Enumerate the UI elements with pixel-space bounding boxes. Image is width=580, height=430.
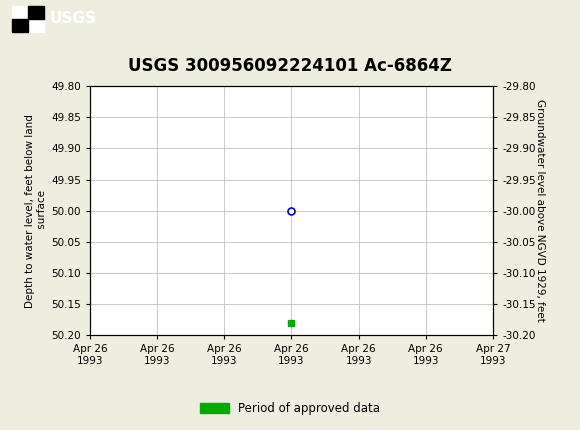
Y-axis label: Depth to water level, feet below land
 surface: Depth to water level, feet below land su… xyxy=(26,114,47,307)
Y-axis label: Groundwater level above NGVD 1929, feet: Groundwater level above NGVD 1929, feet xyxy=(535,99,545,322)
Bar xyxy=(12,6,27,19)
Text: USGS: USGS xyxy=(49,12,96,26)
Bar xyxy=(12,19,27,32)
Legend: Period of approved data: Period of approved data xyxy=(195,397,385,420)
Text: USGS 300956092224101 Ac-6864Z: USGS 300956092224101 Ac-6864Z xyxy=(128,57,452,75)
Bar xyxy=(28,19,44,32)
Bar xyxy=(28,6,44,19)
